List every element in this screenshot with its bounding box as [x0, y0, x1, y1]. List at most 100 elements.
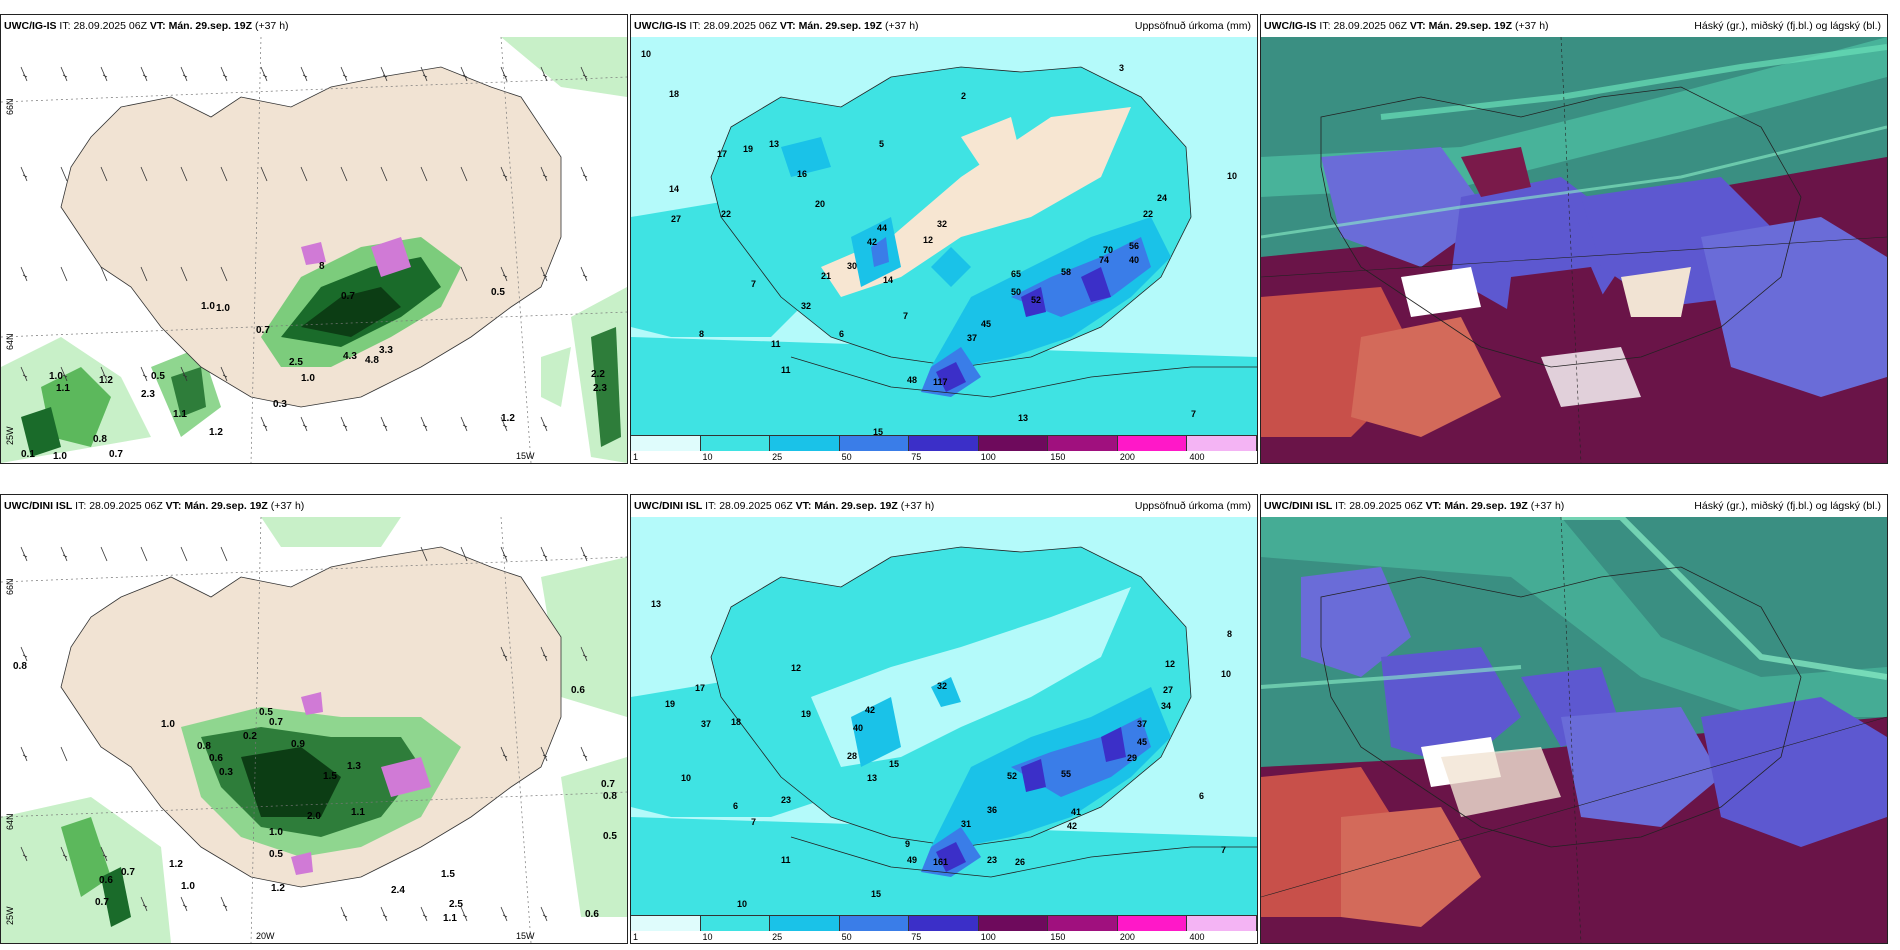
colorbar-label: 100 — [980, 932, 996, 942]
value-label: 2.3 — [141, 389, 155, 400]
value-label: 0.3 — [219, 767, 233, 778]
precip-map-svg: 13 19 17 37 18 19 12 10 42 40 32 28 15 1… — [631, 517, 1257, 915]
map-area — [1261, 37, 1887, 463]
value-label: 31 — [961, 819, 971, 829]
value-label: 0.3 — [273, 399, 287, 410]
value-label: 6 — [733, 801, 738, 811]
colorbar-swatch — [839, 915, 910, 931]
lat-label: 64N — [5, 333, 15, 350]
value-label: 12 — [1165, 659, 1175, 669]
value-label: 13 — [769, 139, 779, 149]
value-label: 0.2 — [243, 731, 257, 742]
colorbar-label: 75 — [911, 932, 922, 942]
value-label: 2.0 — [307, 811, 321, 822]
it-label: IT: — [1319, 20, 1331, 32]
panel-header: UWC/DINI ISL IT: 28.09.2025 06Z VT: Mán.… — [631, 495, 1257, 517]
it-label: IT: — [689, 20, 701, 32]
value-label: 27 — [671, 214, 681, 224]
colorbar-swatch — [770, 435, 840, 451]
wind-map-svg: 8 0.7 0.5 1.0 1.0 0.7 3.3 4.3 4.8 2.5 1.… — [1, 37, 627, 463]
model-name: UWC/DINI ISL — [4, 500, 73, 512]
value-label: 32 — [937, 219, 947, 229]
it-label: IT: — [75, 500, 87, 512]
vt-value: Mán. 29.sep. 19Z — [1444, 500, 1528, 512]
vt-label: VT: — [165, 500, 182, 512]
lead-time: (+37 h) — [900, 500, 935, 512]
colorbar-label: 400 — [1189, 932, 1205, 942]
value-label: 1.0 — [181, 881, 195, 892]
lat-label: 66N — [5, 98, 15, 115]
value-label: 42 — [1067, 821, 1077, 831]
panel-bottom-right-cloud: UWC/DINI ISL IT: 28.09.2025 06Z VT: Mán.… — [1260, 494, 1888, 944]
value-label: 6 — [839, 329, 844, 339]
value-label: 48 — [907, 375, 917, 385]
value-label: 52 — [1007, 771, 1017, 781]
value-label: 5 — [879, 139, 884, 149]
value-label: 7 — [1221, 845, 1226, 855]
precip-map-svg: 10 18 14 17 19 13 16 20 22 27 44 42 30 2… — [631, 37, 1257, 435]
value-label: 1.2 — [501, 413, 515, 424]
value-label: 10 — [737, 899, 747, 909]
value-label: 12 — [923, 235, 933, 245]
value-label: 7 — [751, 817, 756, 827]
panel-top-left-wind: UWC/IG-IS IT: 28.09.2025 06Z VT: Mán. 29… — [0, 14, 628, 464]
map-area: 0.8 1.0 0.8 0.6 0.3 0.5 0.7 0.2 0.9 1.3 … — [1, 517, 627, 943]
value-label: 1.0 — [161, 719, 175, 730]
value-label: 22 — [721, 209, 731, 219]
cloud-map-svg — [1261, 37, 1887, 463]
value-label: 1.0 — [201, 301, 215, 312]
value-label: 15 — [871, 889, 881, 899]
value-label: 14 — [669, 184, 679, 194]
value-label: 1.5 — [323, 771, 337, 782]
value-label: 15 — [889, 759, 899, 769]
wind-map-svg: 0.8 1.0 0.8 0.6 0.3 0.5 0.7 0.2 0.9 1.3 … — [1, 517, 627, 943]
value-label: 0.8 — [93, 434, 107, 445]
value-label: 30 — [847, 261, 857, 271]
it-label: IT: — [59, 20, 71, 32]
value-label: 52 — [1031, 295, 1041, 305]
colorbar-swatch — [1187, 915, 1257, 931]
colorbar: 1 10 25 50 75 100 150 200 400 — [631, 435, 1257, 463]
value-label: 0.5 — [151, 371, 165, 382]
colorbar-label: 1 — [633, 932, 639, 942]
colorbar-swatch — [1187, 435, 1257, 451]
value-label: 74 — [1099, 255, 1109, 265]
value-label: 0.5 — [269, 849, 283, 860]
map-area: 13 19 17 37 18 19 12 10 42 40 32 28 15 1… — [631, 517, 1257, 943]
lead-time: (+37 h) — [1514, 20, 1549, 32]
it-value: 28.09.2025 06Z — [1333, 20, 1407, 32]
vt-label: VT: — [1425, 500, 1442, 512]
colorbar-swatch — [631, 915, 701, 931]
lon-label: 20W — [256, 931, 275, 941]
colorbar-label: 200 — [1119, 932, 1135, 942]
value-label: 42 — [865, 705, 875, 715]
value-label: 21 — [821, 271, 831, 281]
field-title: Uppsöfnuð úrkoma (mm) — [1134, 500, 1251, 512]
lead-time: (+37 h) — [884, 20, 919, 32]
value-label: 0.5 — [603, 831, 617, 842]
value-label: 1.2 — [209, 427, 223, 438]
value-label: 0.7 — [341, 291, 355, 302]
panel-top-right-cloud: UWC/IG-IS IT: 28.09.2025 06Z VT: Mán. 29… — [1260, 14, 1888, 464]
value-label: 7 — [903, 311, 908, 321]
value-label: 8 — [1227, 629, 1232, 639]
lead-time: (+37 h) — [270, 500, 305, 512]
value-label: 1.2 — [99, 375, 113, 386]
value-label: 32 — [937, 681, 947, 691]
it-value: 28.09.2025 06Z — [703, 20, 777, 32]
colorbar: 1 10 25 50 75 100 150 200 400 — [631, 915, 1257, 943]
value-label: 1.1 — [56, 383, 70, 394]
vt-value: Mán. 29.sep. 19Z — [168, 20, 253, 32]
panel-bottom-left-wind: UWC/DINI ISL IT: 28.09.2025 06Z VT: Mán.… — [0, 494, 628, 944]
colorbar-label: 10 — [702, 452, 713, 462]
colorbar-swatch — [631, 435, 701, 451]
value-label: 1.5 — [441, 869, 455, 880]
value-label: 161 — [933, 857, 948, 867]
value-label: 0.7 — [269, 717, 283, 728]
value-label: 65 — [1011, 269, 1021, 279]
lead-time: (+37 h) — [1530, 500, 1565, 512]
value-label: 70 — [1103, 245, 1113, 255]
value-label: 19 — [665, 699, 675, 709]
value-label: 27 — [1163, 685, 1173, 695]
panel-header: UWC/IG-IS IT: 28.09.2025 06Z VT: Mán. 29… — [1, 15, 627, 37]
